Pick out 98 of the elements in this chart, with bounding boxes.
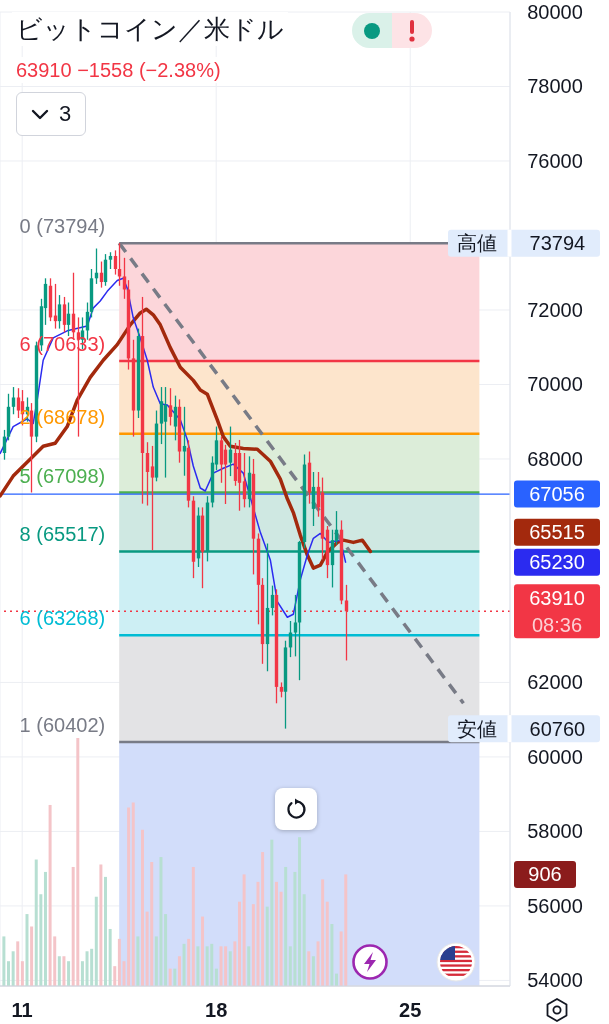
bar	[90, 948, 94, 986]
bar	[330, 924, 334, 986]
bar	[224, 946, 228, 986]
x-tick-label: 11	[11, 999, 33, 1021]
bar	[113, 966, 117, 986]
ref-line-label: 5 (67098)	[19, 464, 106, 487]
text: 65515	[529, 521, 585, 544]
candlestick	[62, 296, 67, 333]
bar	[127, 807, 131, 986]
y-tick-label: 54000	[527, 969, 583, 992]
bar	[140, 829, 144, 986]
annotation: 高値 73794	[457, 232, 586, 255]
text: 63910 −1558 (−2.38%)	[12, 57, 225, 83]
bar	[293, 871, 297, 986]
dropdown-button: 3	[16, 92, 86, 136]
bar	[284, 866, 288, 986]
bar	[94, 896, 98, 986]
bar	[11, 951, 15, 986]
bar	[274, 881, 278, 986]
bar	[57, 956, 61, 986]
bar	[321, 879, 325, 986]
bar	[67, 961, 71, 986]
bar	[219, 946, 223, 986]
candlestick	[150, 445, 155, 551]
y-tick-label: 68000	[527, 447, 583, 470]
bar	[196, 946, 200, 986]
bar	[62, 956, 66, 986]
bar	[205, 946, 209, 986]
ref-line-label: 63910	[529, 586, 585, 609]
bar	[34, 859, 38, 986]
ref-line-label: 6 (63268)	[19, 607, 106, 630]
y-tick-label: 60000	[527, 745, 583, 768]
y-tick-label: 80000	[527, 1, 583, 23]
annotation: 安値 60760	[457, 717, 586, 740]
annotation: 3	[58, 101, 72, 127]
candlestick	[182, 406, 187, 477]
bar	[104, 876, 108, 986]
bar	[256, 881, 260, 986]
bar	[191, 866, 195, 986]
y-tick-label: 58000	[527, 820, 583, 843]
bar	[242, 874, 246, 986]
bar	[150, 862, 154, 986]
line-series	[0, 307, 373, 570]
bar	[311, 956, 315, 986]
text: 08:36	[531, 613, 583, 636]
bar	[168, 968, 172, 986]
bar	[270, 839, 274, 986]
bar	[2, 936, 6, 986]
y-tick-label: 56000	[527, 894, 583, 917]
candlestick	[168, 387, 173, 427]
bar	[177, 956, 181, 986]
bar	[99, 864, 103, 986]
bar	[117, 938, 121, 986]
text: 65230	[529, 551, 585, 574]
x-tick-label: 25	[399, 999, 422, 1021]
bar	[247, 946, 251, 986]
bar	[228, 951, 232, 986]
y-tick-label: 72000	[527, 298, 583, 321]
bar	[131, 802, 135, 986]
chart-title: ビットコイン／米ドル	[12, 12, 288, 46]
bar	[16, 941, 20, 986]
y-tick-label: 76000	[527, 149, 583, 172]
ref-line-label: 1 (60402)	[19, 713, 106, 736]
bar	[43, 871, 47, 986]
bar	[261, 852, 265, 986]
ref-line-label: 67056	[529, 483, 585, 506]
bar	[80, 961, 84, 986]
bar	[108, 928, 112, 986]
candlestick	[173, 394, 178, 441]
bar	[173, 968, 177, 986]
ref-line-label: 8 (65517)	[19, 523, 106, 546]
bar	[136, 936, 140, 986]
bar	[182, 943, 186, 986]
bar	[201, 916, 205, 986]
text: 906	[528, 863, 562, 886]
bar	[20, 961, 24, 986]
bar	[187, 938, 191, 986]
y-tick-label: 78000	[527, 75, 583, 98]
bar	[279, 891, 283, 986]
candlestick	[293, 594, 298, 658]
bar	[76, 738, 80, 986]
bar	[7, 961, 11, 986]
bar	[302, 894, 306, 986]
bar	[214, 968, 218, 986]
bar	[25, 914, 29, 986]
ref-line-label: 0 (73794)	[19, 215, 106, 238]
bar	[48, 804, 52, 986]
bar	[159, 857, 163, 986]
bar	[344, 874, 348, 986]
bar	[307, 951, 311, 986]
bar	[30, 926, 34, 986]
bar	[325, 901, 329, 986]
y-tick-label: 62000	[527, 671, 583, 694]
x-tick-label: 18	[205, 999, 228, 1021]
candlestick	[159, 386, 164, 445]
bar	[233, 941, 237, 986]
y-tick-label: 70000	[527, 373, 583, 396]
bar	[85, 951, 89, 986]
